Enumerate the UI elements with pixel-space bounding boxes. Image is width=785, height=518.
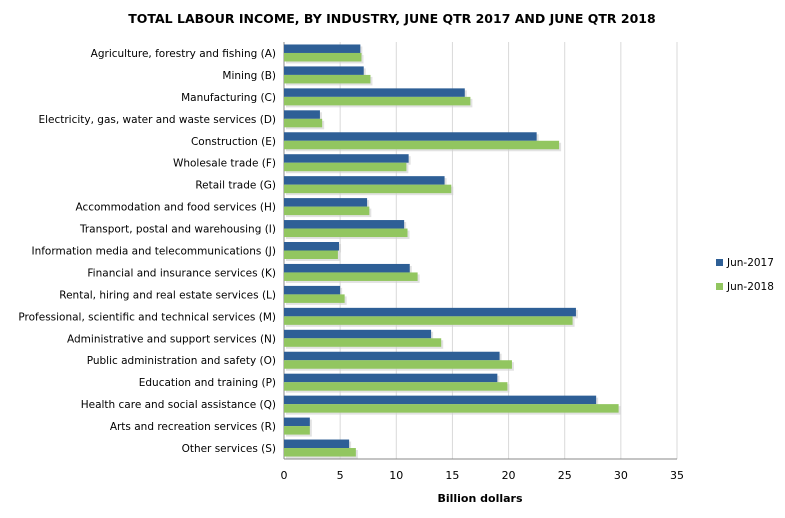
bar-jun-2017 <box>284 242 340 251</box>
category-label: Accommodation and food services (H) <box>75 202 276 214</box>
legend-label: Jun-2018 <box>726 281 774 293</box>
bar-jun-2017 <box>284 395 597 405</box>
category-label: Retail trade (G) <box>195 180 276 192</box>
category-label: Arts and recreation services (R) <box>110 421 276 433</box>
category-label: Professional, scientific and technical s… <box>18 311 276 323</box>
category-label: Manufacturing (C) <box>181 92 276 104</box>
bar-jun-2018 <box>284 382 508 391</box>
bar-jun-2017 <box>284 351 500 361</box>
x-tick-label: 35 <box>670 469 684 482</box>
category-label: Construction (E) <box>191 136 276 148</box>
bar-jun-2018 <box>284 360 512 369</box>
x-tick-label: 0 <box>281 469 288 482</box>
bar-jun-2017 <box>284 285 341 295</box>
bar-jun-2017 <box>284 373 498 383</box>
bar-jun-2017 <box>284 88 465 97</box>
bar-jun-2018 <box>284 206 370 216</box>
chart-title: TOTAL LABOUR INCOME, BY INDUSTRY, JUNE Q… <box>128 11 655 26</box>
legend-swatch <box>716 283 723 290</box>
x-tick-label: 20 <box>502 469 516 482</box>
bar-jun-2018 <box>284 140 560 150</box>
category-label: Other services (S) <box>182 443 276 455</box>
bar-jun-2018 <box>284 250 338 259</box>
category-label: Mining (B) <box>222 70 276 82</box>
bar-jun-2018 <box>284 294 345 303</box>
category-label: Public administration and safety (O) <box>87 355 276 367</box>
bar-jun-2018 <box>284 74 371 84</box>
category-label: Financial and insurance services (K) <box>87 267 276 279</box>
legend-swatch <box>716 259 723 266</box>
category-label: Administrative and support services (N) <box>67 333 276 345</box>
bar-jun-2018 <box>284 316 573 325</box>
bar-jun-2017 <box>284 176 445 185</box>
bar-jun-2018 <box>284 228 408 238</box>
x-tick-label: 5 <box>337 469 344 482</box>
x-tick-label: 15 <box>445 469 459 482</box>
bar-jun-2017 <box>284 66 364 75</box>
bar-jun-2017 <box>284 44 361 53</box>
bar-jun-2018 <box>284 52 362 62</box>
bar-jun-2018 <box>284 96 471 106</box>
bar-jun-2018 <box>284 448 356 457</box>
bar-jun-2017 <box>284 154 409 163</box>
category-label: Education and training (P) <box>139 377 276 389</box>
bar-jun-2017 <box>284 307 576 317</box>
bar-jun-2017 <box>284 439 350 449</box>
bar-jun-2018 <box>284 184 452 194</box>
category-label: Health care and social assistance (Q) <box>81 399 276 411</box>
legend-label: Jun-2017 <box>726 257 774 269</box>
x-tick-label: 25 <box>558 469 572 482</box>
x-tick-label: 10 <box>389 469 403 482</box>
bar-jun-2018 <box>284 118 323 128</box>
category-label: Electricity, gas, water and waste servic… <box>38 114 276 126</box>
bar-jun-2017 <box>284 263 410 273</box>
category-label: Wholesale trade (F) <box>173 158 276 170</box>
bar-jun-2018 <box>284 404 619 413</box>
bar-jun-2017 <box>284 110 320 119</box>
bar-jun-2017 <box>284 417 310 427</box>
bar-jun-2017 <box>284 198 368 207</box>
bar-jun-2018 <box>284 272 418 281</box>
bar-jun-2017 <box>284 132 537 141</box>
bar-jun-2018 <box>284 162 407 172</box>
bar-jun-2018 <box>284 426 310 435</box>
bar-jun-2018 <box>284 338 442 347</box>
category-label: Transport, postal and warehousing (I) <box>79 224 276 236</box>
category-label: Information media and telecommunications… <box>31 246 276 258</box>
x-tick-label: 30 <box>614 469 628 482</box>
bar-jun-2017 <box>284 220 405 229</box>
category-label: Agriculture, forestry and fishing (A) <box>91 48 276 60</box>
category-label: Rental, hiring and real estate services … <box>59 289 276 301</box>
bar-jun-2017 <box>284 329 432 339</box>
x-axis-label: Billion dollars <box>437 492 523 505</box>
